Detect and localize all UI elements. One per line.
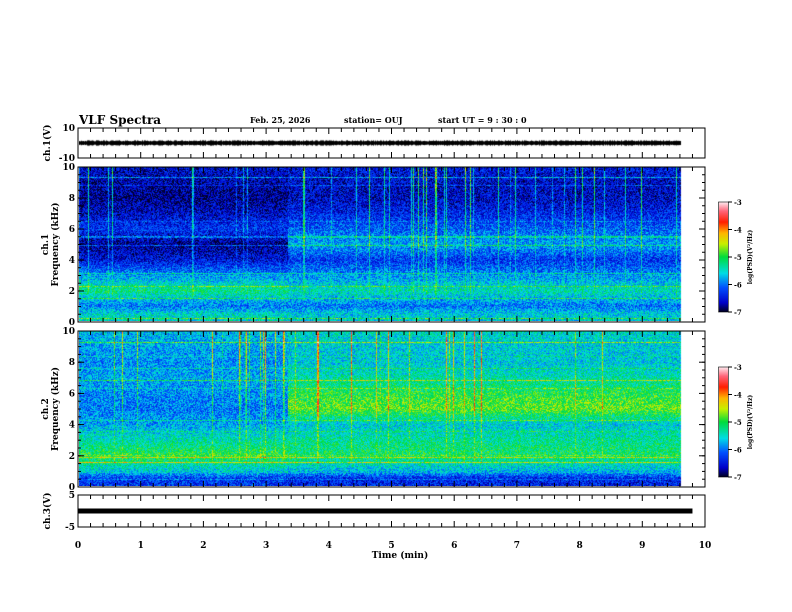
y-tick-label: 8: [69, 194, 75, 204]
panel-frame-3: [77, 330, 706, 488]
y-tick-label: 8: [69, 358, 75, 368]
y-tick-label: 2: [69, 452, 75, 462]
x-tick-label: 7: [514, 541, 520, 551]
y-tick-label: 10: [62, 327, 75, 337]
x-tick-label: 0: [75, 541, 81, 551]
station-label: station= OUJ: [344, 115, 403, 125]
date-label: Feb. 25, 2026: [250, 115, 311, 125]
colorbar-label: log(PSD)(V²/Hz): [747, 395, 754, 450]
y-axis-label: ch.3(V): [42, 493, 53, 530]
y-tick-label: 10: [62, 163, 75, 173]
colorbar-tick-label: -7: [734, 308, 742, 317]
ch3-waveform-trace: [78, 508, 693, 514]
colorbar-tick-label: -6: [734, 446, 742, 455]
colorbar-tick-label: -7: [734, 473, 742, 482]
ch1-waveform-trace: [79, 128, 693, 158]
colorbar-tick-label: -5: [734, 418, 742, 427]
x-tick-label: 6: [451, 541, 457, 551]
x-tick-label: 8: [576, 541, 582, 551]
y-tick-label: 4: [69, 256, 75, 266]
y-tick-label: -5: [65, 523, 75, 533]
colorbar-tick-label: -6: [734, 281, 742, 290]
colorbar-ch1: [719, 202, 728, 312]
panel-frame-2: [77, 166, 706, 323]
colorbar-tick-label: -4: [734, 226, 742, 235]
ch2-spectrogram: [79, 331, 693, 486]
colorbar-tick-label: -4: [734, 391, 742, 400]
colorbar-ch2: [719, 367, 728, 477]
x-tick-label: 4: [326, 541, 332, 551]
colorbar-frame: [718, 366, 729, 478]
y-tick-label: 5: [69, 491, 75, 501]
start-time-label: start UT = 9 : 30 : 0: [438, 115, 527, 125]
y-tick-label: 0: [69, 483, 75, 493]
y-tick-label: -10: [59, 154, 75, 164]
x-tick-label: 1: [138, 541, 144, 551]
x-tick-label: 9: [639, 541, 645, 551]
y-tick-label: 4: [69, 421, 75, 431]
y-axis-label: ch.1: [41, 234, 51, 255]
colorbar-tick-label: -3: [734, 198, 742, 207]
x-tick-label: 5: [388, 541, 394, 551]
y-tick-label: 0: [69, 318, 75, 328]
x-tick-label: 10: [699, 541, 712, 551]
colorbar-tick-label: -3: [734, 363, 742, 372]
x-tick-label: 3: [263, 541, 269, 551]
y-axis-label: ch.1(V): [42, 125, 53, 162]
y-tick-label: 2: [69, 287, 75, 297]
y-tick-label: 10: [62, 124, 75, 134]
y-axis-label: ch.2: [41, 398, 51, 419]
y-axis-label: Frequency (kHz): [50, 202, 61, 286]
y-tick-label: 6: [69, 225, 75, 235]
x-tick-label: 2: [200, 541, 206, 551]
colorbar-label: log(PSD)(V²/Hz): [747, 230, 754, 285]
x-axis-label: Time (min): [372, 550, 429, 561]
colorbar-tick-label: -5: [734, 253, 742, 262]
y-axis-label: Frequency (kHz): [50, 367, 61, 451]
colorbar-frame: [718, 201, 729, 313]
ch1-spectrogram: [79, 167, 693, 321]
chart-title: VLF Spectra: [78, 113, 161, 127]
y-tick-label: 6: [69, 389, 75, 399]
